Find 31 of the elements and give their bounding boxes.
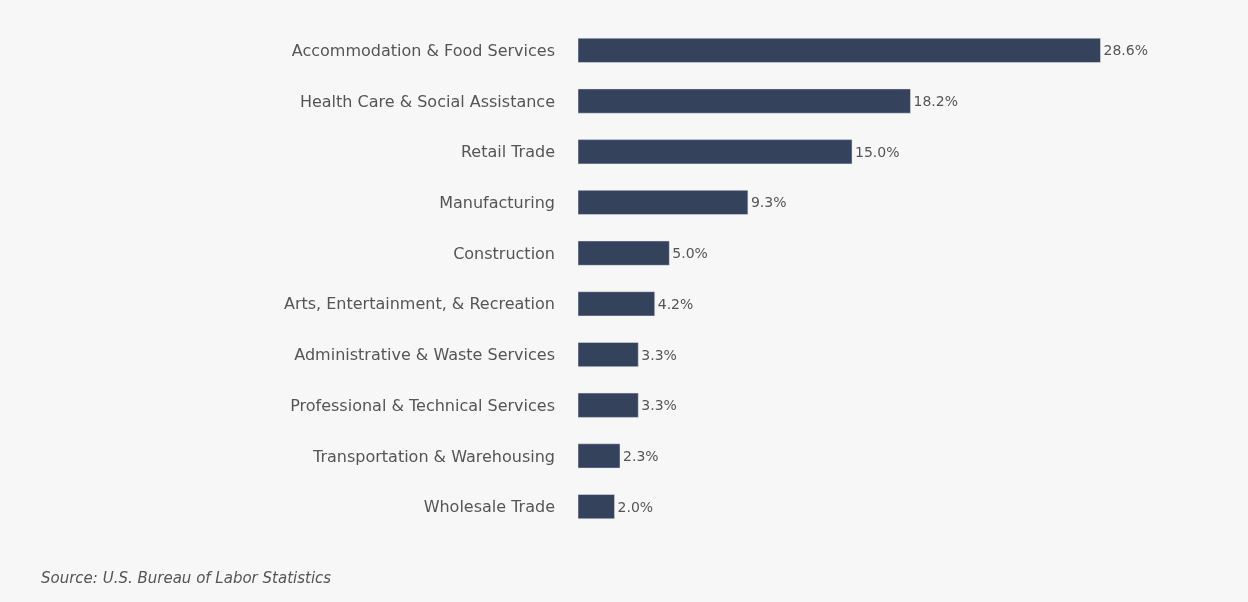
data-label: 9.3% — [750, 194, 787, 211]
data-label: 5.0% — [672, 245, 708, 262]
bar — [578, 494, 615, 520]
y-tick-label: Arts, Entertainment, & Recreation — [283, 294, 555, 314]
data-label: 3.3% — [641, 346, 677, 363]
bar — [578, 342, 639, 367]
bar — [578, 37, 1101, 63]
y-tick-label: Professional & Technical Services — [290, 395, 555, 415]
y-tick-label: Manufacturing — [439, 193, 555, 213]
bar — [578, 139, 853, 165]
bar — [578, 240, 670, 266]
y-tick-label: Accommodation & Food Services — [291, 40, 555, 60]
data-label: 2.0% — [617, 498, 654, 515]
bar — [578, 88, 911, 114]
bar — [578, 291, 655, 317]
data-label: 15.0% — [855, 143, 900, 160]
y-tick-label: Wholesale Trade — [423, 497, 555, 517]
bar — [578, 190, 749, 215]
y-tick-label: Administrative & Waste Services — [294, 345, 555, 365]
bar — [578, 392, 639, 418]
bar — [578, 443, 621, 469]
data-label: 28.6% — [1103, 42, 1148, 59]
y-tick-label: Retail Trade — [460, 142, 555, 162]
y-tick-label: Health Care & Social Assistance — [299, 91, 555, 111]
data-label: 3.3% — [641, 397, 677, 414]
data-label: 2.3% — [623, 447, 659, 464]
y-tick-label: Transportation & Warehousing — [312, 446, 555, 466]
source-note: Source: U.S. Bureau of Labor Statistics — [41, 569, 332, 587]
data-label: 18.2% — [913, 93, 958, 110]
data-label: 4.2% — [657, 295, 694, 312]
y-tick-label: Construction — [453, 243, 555, 263]
